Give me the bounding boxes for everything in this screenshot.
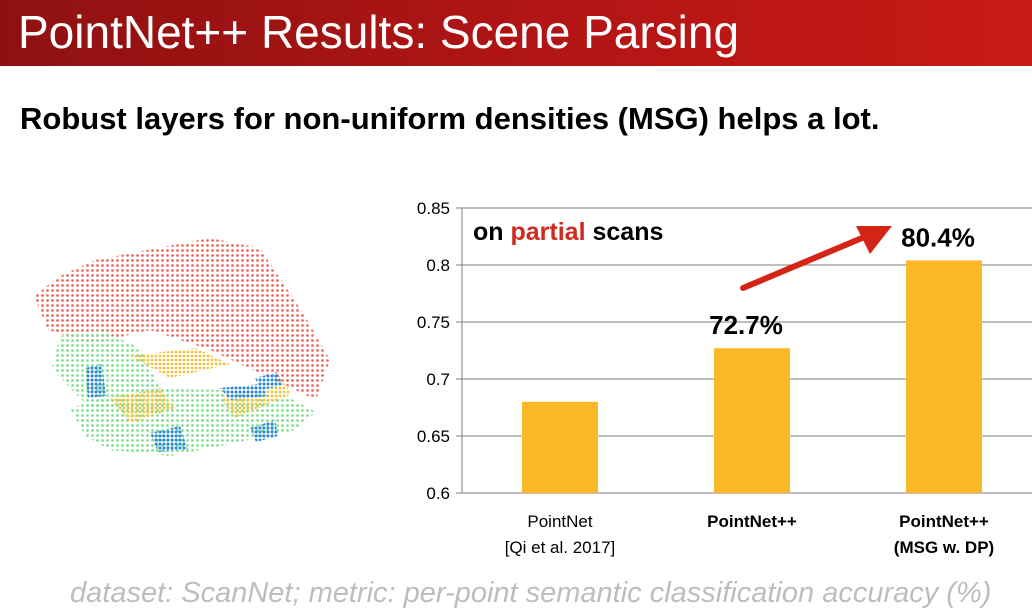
slide-title: PointNet++ Results: Scene Parsing: [18, 6, 740, 58]
category-label: PointNet [Qi et al. 2017]: [505, 512, 616, 557]
slide-subtitle: Robust layers for non-uniform densities …: [20, 101, 880, 136]
y-tick-label: 0.8: [426, 256, 450, 275]
y-tick-label: 0.65: [417, 427, 450, 446]
data-label: 72.7%: [709, 310, 783, 340]
bar: [714, 348, 790, 493]
y-tick-label: 0.85: [417, 199, 450, 218]
category-label: PointNet++: [707, 512, 797, 531]
scene-point-cloud-icon: [34, 238, 330, 456]
accuracy-bar-chart: 0.6 0.65 0.7 0.75 0.8 0.85 PointNet [Qi et al.…: [417, 199, 1032, 557]
trend-arrow: [740, 226, 892, 291]
footnote: dataset: ScanNet; metric: per-point sema…: [70, 577, 992, 609]
annotation-suffix: scans: [586, 218, 664, 246]
y-tick-label: 0.7: [426, 370, 450, 389]
category-label: PointNet++ (MSG w. DP): [894, 512, 994, 557]
bar: [906, 260, 982, 493]
annotation-prefix: on: [473, 218, 511, 246]
title-bar: PointNet++ Results: Scene Parsing: [0, 0, 1032, 66]
y-tick-label: 0.75: [417, 313, 450, 332]
annotation-highlight: partial: [511, 218, 586, 246]
bar: [522, 401, 598, 493]
data-label: 80.4%: [901, 222, 975, 252]
chart-annotation: on partial scans: [473, 218, 663, 246]
y-tick-label: 0.6: [426, 484, 450, 503]
